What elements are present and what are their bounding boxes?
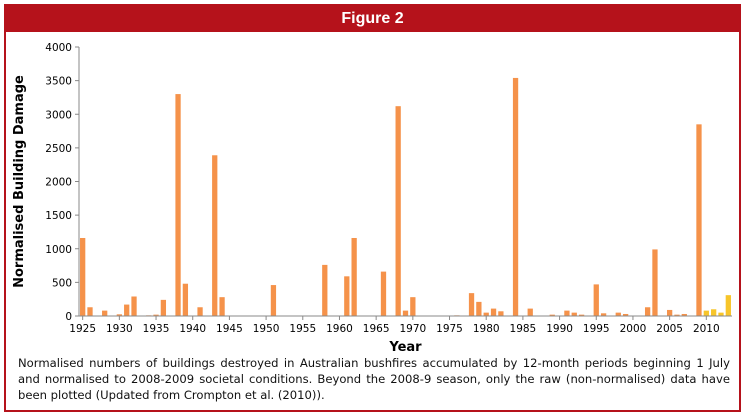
y-tick-label: 1000 xyxy=(45,244,72,256)
x-tick-label: 1995 xyxy=(583,323,610,335)
x-tick-label: 1955 xyxy=(289,323,316,335)
y-axis-title: Normalised Building Damage xyxy=(12,75,27,288)
bar-1930 xyxy=(116,314,122,316)
y-tick-label: 2500 xyxy=(45,143,72,155)
x-tick-label: 2000 xyxy=(620,323,647,335)
x-axis-title: Year xyxy=(388,340,422,352)
x-tick-label: 1960 xyxy=(326,323,353,335)
bar-1939 xyxy=(182,283,189,316)
y-tick-label: 3000 xyxy=(45,109,72,121)
bar-1979 xyxy=(476,301,482,316)
y-axis-title-group: Normalised Building Damage xyxy=(12,75,27,288)
y-tick-label: 1500 xyxy=(45,210,72,222)
bars-group xyxy=(80,77,731,317)
x-tick-label: 1940 xyxy=(179,323,206,335)
bar-1991 xyxy=(564,310,570,316)
x-axis: 1925 1930 1935 1940 1945 1950 1955 1960 1965 1970… xyxy=(69,315,732,335)
x-tick-label: 1990 xyxy=(546,323,573,335)
bar-2012 xyxy=(718,312,724,316)
bar-2002 xyxy=(644,307,651,316)
bar-1996 xyxy=(600,313,607,316)
x-tick-label: 1965 xyxy=(363,323,390,335)
bar-1981 xyxy=(490,308,497,316)
y-tick-label: 4000 xyxy=(45,42,72,54)
bar-1992 xyxy=(571,312,577,316)
bar-1961 xyxy=(344,276,350,316)
x-tick-label: 1925 xyxy=(69,323,96,335)
y-tick-label: 500 xyxy=(52,277,72,289)
bar-1944 xyxy=(219,297,225,316)
bar-2003 xyxy=(652,249,658,316)
bar-1962 xyxy=(351,237,357,316)
bar-2009 xyxy=(696,124,702,317)
bar-2007 xyxy=(681,313,687,316)
y-axis: 0 500 1000 1500 2000 2500 3000 3500 4000 xyxy=(45,42,80,323)
bar-1968 xyxy=(395,106,401,317)
y-tick-label: 2000 xyxy=(45,177,72,189)
x-tick-label: 2010 xyxy=(693,323,720,335)
bar-1966 xyxy=(380,271,387,316)
x-tick-label: 2005 xyxy=(656,323,683,335)
bar-1984 xyxy=(512,77,519,316)
bar-1928 xyxy=(102,310,108,316)
bar-1969 xyxy=(402,310,409,316)
bar-2011 xyxy=(711,309,717,316)
x-tick-label: 1945 xyxy=(216,323,243,335)
bar-1980 xyxy=(483,312,489,316)
bar-1958 xyxy=(322,264,328,316)
bar-1982 xyxy=(498,311,504,316)
bar-1970 xyxy=(410,297,416,316)
bar-chart: Normalised Building Damage 0 500 1000 1500 2… xyxy=(12,42,732,352)
bar-1951 xyxy=(270,285,277,316)
bar-1941 xyxy=(197,307,203,316)
bar-1936 xyxy=(160,299,167,316)
bar-1931 xyxy=(124,304,130,316)
bar-1993 xyxy=(578,314,585,316)
bar-2013 xyxy=(725,295,731,316)
y-tick-label: 3500 xyxy=(45,76,72,88)
bar-2006 xyxy=(674,314,680,316)
x-tick-label: 1980 xyxy=(473,323,500,335)
bar-1932 xyxy=(131,296,137,316)
x-tick-label: 1930 xyxy=(106,323,133,335)
x-tick-label: 1950 xyxy=(253,323,280,335)
bar-1938 xyxy=(175,94,181,316)
figure-title: Figure 2 xyxy=(6,6,739,32)
bar-1978 xyxy=(468,293,475,316)
bar-1935 xyxy=(153,314,159,316)
y-tick-label: 0 xyxy=(65,311,72,323)
bar-1926 xyxy=(87,307,93,316)
figure-caption: Normalised numbers of buildings destroye… xyxy=(18,356,730,402)
x-tick-label: 1935 xyxy=(143,323,170,335)
bar-1998 xyxy=(615,312,621,316)
bar-1986 xyxy=(527,308,533,316)
bar-1999 xyxy=(622,313,629,316)
bar-1995 xyxy=(593,284,599,316)
figure-frame: Figure 2 Normalised Building Damage 0 500… xyxy=(4,4,741,412)
bar-1943 xyxy=(212,155,218,316)
x-tick-label: 1975 xyxy=(436,323,463,335)
bar-2005 xyxy=(666,309,673,316)
x-tick-label: 1985 xyxy=(510,323,537,335)
x-tick-label: 1970 xyxy=(399,323,426,335)
bar-1989 xyxy=(549,314,555,316)
bar-1925 xyxy=(80,237,86,316)
bar-2010 xyxy=(703,310,709,316)
